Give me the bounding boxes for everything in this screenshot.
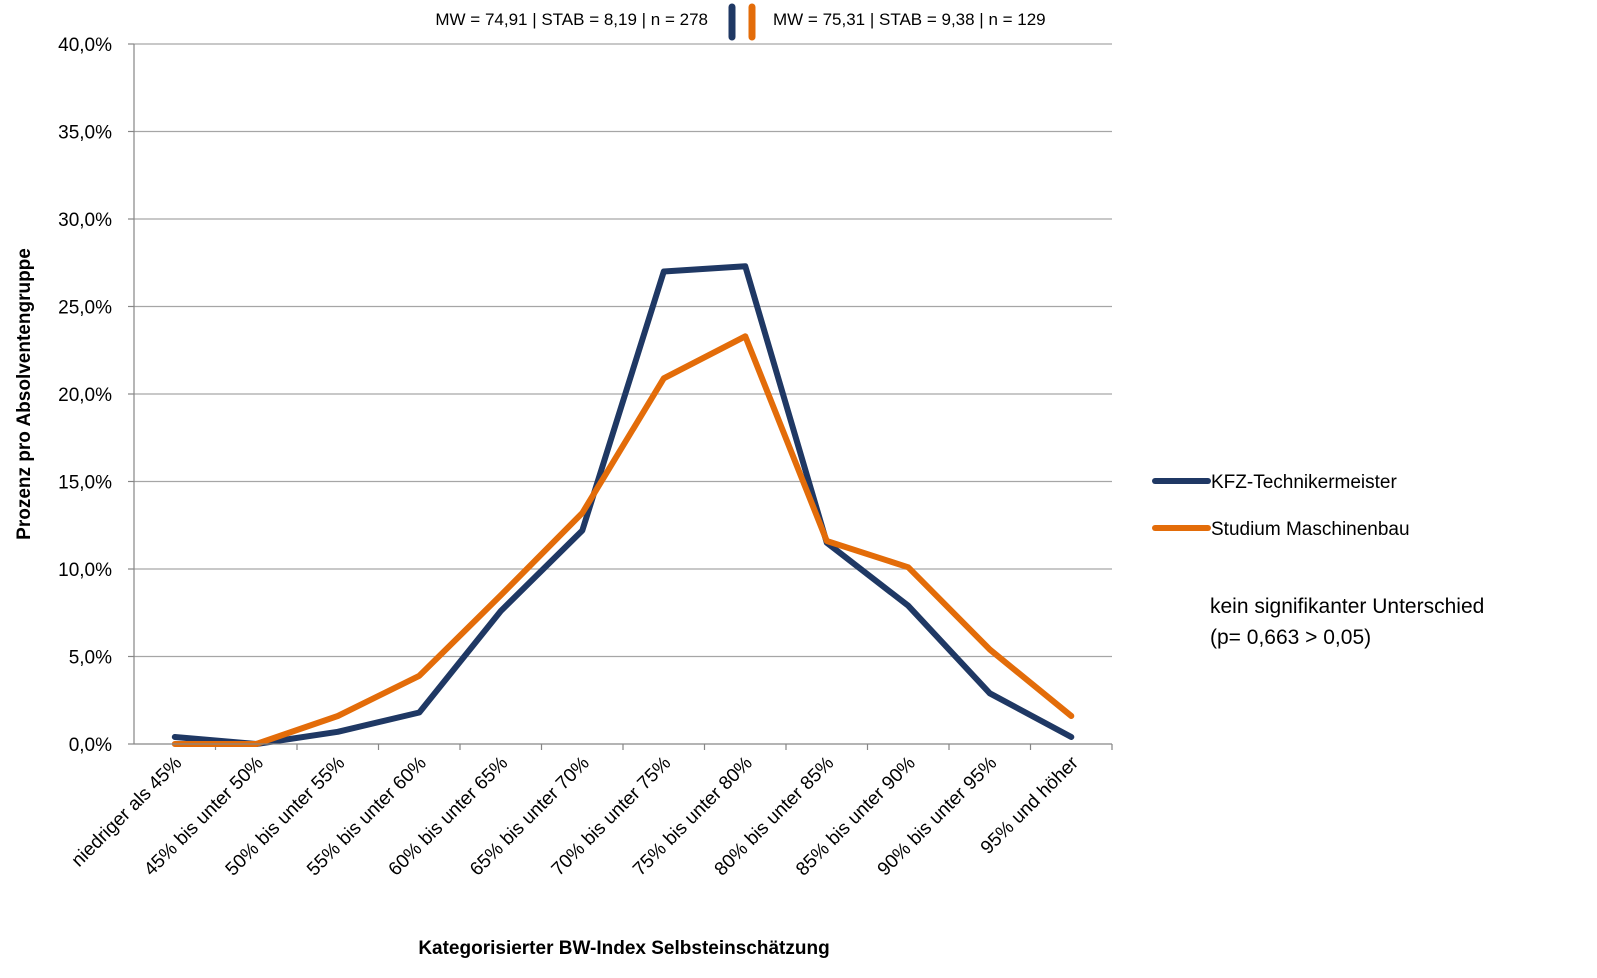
significance-note-line-2: (p= 0,663 > 0,05): [1210, 626, 1371, 649]
y-tick-label: 15,0%: [58, 473, 112, 494]
y-tick-label: 0,0%: [69, 735, 112, 756]
gridlines: [128, 43, 1112, 745]
y-axis-title: Prozenz pro Absolventengruppe: [14, 248, 35, 540]
series-line-2: [171, 333, 1075, 747]
y-tick-label: 40,0%: [58, 35, 112, 56]
legend-label-series-2: Studium Maschinenbau: [1211, 519, 1410, 540]
y-tick-label: 25,0%: [58, 298, 112, 319]
legend-label-series-1: KFZ-Technikermeister: [1211, 472, 1397, 493]
y-tick-label: 30,0%: [58, 210, 112, 231]
x-axis-category-labels: niedriger als 45%45% bis unter 50%50% bi…: [68, 744, 1113, 880]
stats-series-1: MW = 74,91 | STAB = 8,19 | n = 278: [435, 10, 708, 29]
y-tick-label: 5,0%: [69, 648, 112, 669]
y-axis-tick-labels: 0,0% 5,0% 10,0% 15,0% 20,0% 25,0% 30,0% 35,0% 40…: [58, 35, 112, 756]
series-lines: [171, 263, 1075, 747]
legend: KFZ-Technikermeister Studium Maschinenba…: [1152, 472, 1410, 540]
x-axis-title: Kategorisierter BW-Index Selbsteinschätz…: [418, 938, 829, 959]
significance-note-line-1: kein signifikanter Unterschied: [1210, 595, 1484, 618]
y-tick-label: 35,0%: [58, 123, 112, 144]
series-line-1: [171, 263, 1075, 747]
y-tick-label: 10,0%: [58, 560, 112, 581]
stats-series-2: MW = 75,31 | STAB = 9,38 | n = 129: [773, 10, 1046, 29]
y-tick-label: 20,0%: [58, 385, 112, 406]
